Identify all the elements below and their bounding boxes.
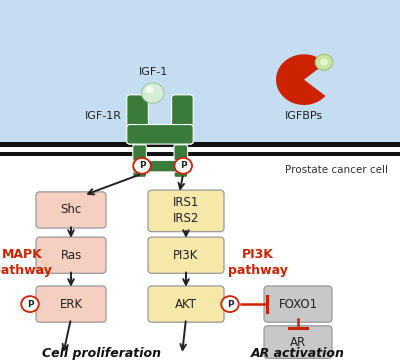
- FancyBboxPatch shape: [264, 326, 332, 358]
- Text: PI3K
pathway: PI3K pathway: [228, 248, 288, 277]
- Bar: [0, 142, 400, 147]
- FancyBboxPatch shape: [127, 125, 193, 144]
- FancyBboxPatch shape: [36, 286, 106, 322]
- FancyBboxPatch shape: [133, 160, 188, 172]
- Text: PI3K: PI3K: [173, 249, 199, 262]
- Text: IGF-1: IGF-1: [139, 67, 169, 77]
- Circle shape: [133, 158, 151, 174]
- Bar: [0, 147, 400, 152]
- FancyBboxPatch shape: [172, 95, 193, 144]
- Bar: [0, 0, 400, 147]
- Text: AR activation: AR activation: [251, 347, 345, 360]
- Circle shape: [320, 59, 328, 66]
- Circle shape: [142, 83, 164, 103]
- Text: P: P: [180, 161, 186, 170]
- FancyBboxPatch shape: [127, 95, 148, 144]
- FancyBboxPatch shape: [264, 286, 332, 322]
- Text: IGFBPs: IGFBPs: [285, 111, 323, 122]
- Text: MAPK
pathway: MAPK pathway: [0, 248, 52, 277]
- Circle shape: [146, 86, 154, 93]
- FancyBboxPatch shape: [36, 192, 106, 228]
- FancyBboxPatch shape: [174, 145, 188, 177]
- Circle shape: [21, 296, 39, 312]
- Text: Prostate cancer cell: Prostate cancer cell: [285, 165, 388, 175]
- Text: IRS1
IRS2: IRS1 IRS2: [173, 196, 199, 226]
- Text: FOXO1: FOXO1: [278, 298, 318, 311]
- FancyBboxPatch shape: [133, 145, 146, 177]
- Text: Shc: Shc: [60, 203, 82, 216]
- FancyBboxPatch shape: [148, 286, 224, 322]
- Bar: [0, 152, 400, 156]
- Wedge shape: [276, 54, 326, 105]
- Text: IGF-1R: IGF-1R: [85, 111, 122, 121]
- FancyBboxPatch shape: [148, 190, 224, 232]
- Text: AR: AR: [290, 336, 306, 349]
- FancyBboxPatch shape: [148, 237, 224, 273]
- Text: Cell proliferation: Cell proliferation: [42, 347, 162, 360]
- Bar: [0, 147, 400, 362]
- Circle shape: [221, 296, 239, 312]
- Text: P: P: [139, 161, 145, 170]
- FancyBboxPatch shape: [36, 237, 106, 273]
- Text: P: P: [27, 300, 33, 308]
- Circle shape: [174, 158, 192, 174]
- Circle shape: [315, 54, 333, 70]
- Text: ERK: ERK: [60, 298, 82, 311]
- Text: Ras: Ras: [60, 249, 82, 262]
- Text: P: P: [227, 300, 233, 308]
- Text: AKT: AKT: [175, 298, 197, 311]
